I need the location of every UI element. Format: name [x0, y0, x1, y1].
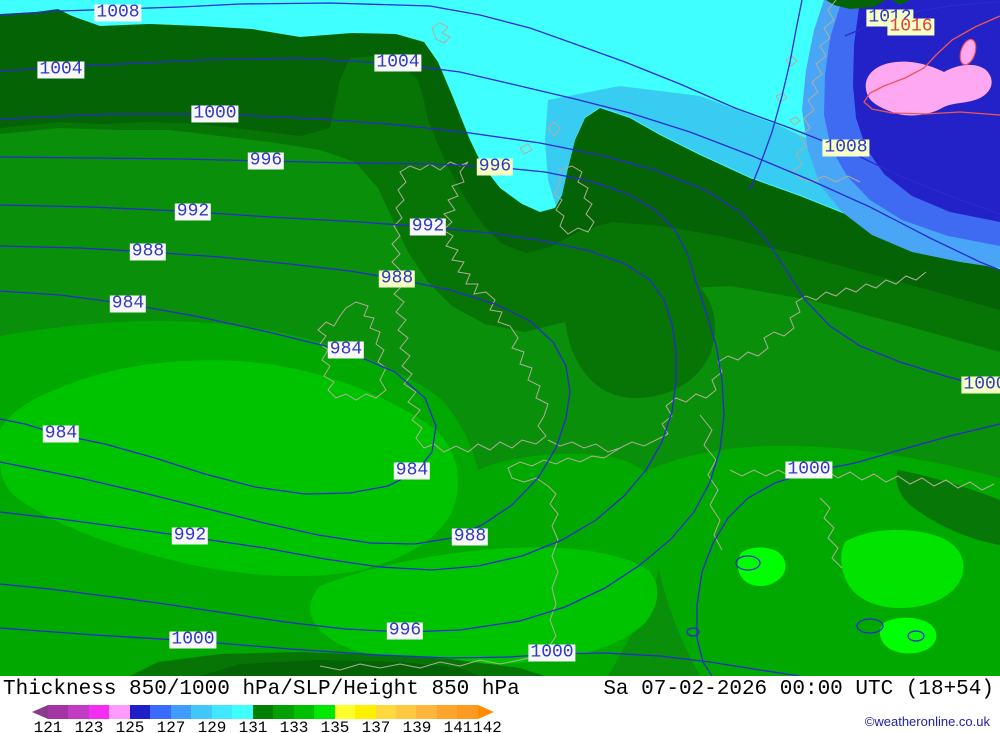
footer-panel: Thickness 850/1000 hPa/SLP/Height 850 hP…	[0, 676, 1000, 733]
border-italy	[819, 497, 843, 569]
legend-tick-label-125: 125	[115, 719, 145, 733]
legend-segment-121	[48, 705, 69, 719]
legend-tick-label-133: 133	[279, 719, 309, 733]
legend-tick-label-123: 123	[74, 719, 104, 733]
legend-segment-140	[436, 705, 458, 719]
green-brightest-alps2	[737, 547, 786, 586]
isobar-closed-alps1	[735, 555, 761, 571]
green-brighter-atlantic	[0, 360, 459, 577]
legend-segment-133	[293, 705, 315, 719]
border-alps	[729, 469, 995, 491]
green-brightest-alps1	[841, 529, 964, 608]
coast-great-britain	[391, 161, 549, 453]
legend-tick-label-131: 131	[238, 719, 268, 733]
legend-tick-row: 121 123 125 127 129 131 133 135 137 139 141 142	[0, 719, 520, 733]
legend-arrow-left	[32, 705, 48, 719]
legend-tick-label-121: 121	[33, 719, 63, 733]
legend-tick-label-137: 137	[361, 719, 391, 733]
height850-contours	[863, 15, 1000, 116]
coast-continent-north	[547, 271, 927, 453]
copyright-text: ©weatheronline.co.uk	[864, 714, 990, 729]
border-germany-france	[699, 414, 723, 551]
legend-tick-label-127: 127	[156, 719, 186, 733]
cold-pool-pink	[865, 61, 992, 116]
legend-segment-132	[273, 705, 294, 719]
isobar-1000-east	[696, 423, 1000, 676]
legend-segment-130	[232, 705, 253, 719]
isobar-996	[0, 156, 725, 633]
legend-segment-125	[129, 705, 151, 719]
coast-norway	[791, 0, 861, 183]
isobar-closed-alps2	[856, 618, 884, 634]
legend-segment-124	[109, 705, 130, 719]
cold-pool-pink-oval	[959, 38, 977, 66]
isobar-988	[0, 245, 571, 545]
legend-segment-137	[375, 705, 396, 719]
height850-contour-1016	[863, 15, 1000, 116]
isobar-1000-north	[0, 113, 1000, 391]
map-canvas	[0, 0, 1000, 676]
legend-segment-141	[457, 705, 478, 719]
legend-segment-126	[150, 705, 171, 719]
legend-tick-label-142: 142	[473, 719, 502, 733]
chart-title: Thickness 850/1000 hPa/SLP/Height 850 hP…	[3, 678, 520, 701]
legend-segment-122	[68, 705, 89, 719]
legend-tick-label-141: 141	[443, 719, 473, 733]
legend-segment-134	[314, 705, 335, 719]
legend-tick-label-135: 135	[320, 719, 350, 733]
green-dark-bottom-inner	[200, 660, 480, 676]
norway-green-tip2	[892, 0, 910, 5]
green-dark-germany	[563, 246, 715, 398]
legend-segment-136	[355, 705, 376, 719]
coastlines	[317, 0, 995, 671]
coast-shetland	[519, 121, 561, 155]
legend-segment-123	[88, 705, 110, 719]
isobar-closed-alps4	[686, 627, 700, 637]
legend-segment-131	[252, 705, 274, 719]
coast-denmark	[553, 165, 595, 235]
legend-tick-label-129: 129	[197, 719, 227, 733]
sea-cyan	[0, 0, 1000, 270]
legend-segment-138	[395, 705, 417, 719]
legend-segment-135	[334, 705, 356, 719]
norway-green-tip	[826, 0, 886, 9]
green-dark-southeast	[896, 470, 1000, 545]
isobar-closed-alps3	[907, 630, 925, 642]
legend-segment-127	[170, 705, 192, 719]
coast-faroe	[431, 22, 451, 44]
isobar-1012-a	[749, 0, 803, 191]
legend-tick-label-139: 139	[402, 719, 432, 733]
coast-france-west	[319, 447, 621, 671]
legend-segment-139	[416, 705, 437, 719]
legend-segment-129	[211, 705, 233, 719]
legend-colorbar	[48, 705, 478, 719]
isobar-1004	[0, 57, 1000, 271]
legend-arrow-right	[478, 705, 494, 719]
legend-segment-128	[191, 705, 212, 719]
valid-datetime: Sa 07-02-2026 00:00 UTC (18+54)	[603, 678, 994, 701]
coast-ireland	[317, 301, 387, 401]
